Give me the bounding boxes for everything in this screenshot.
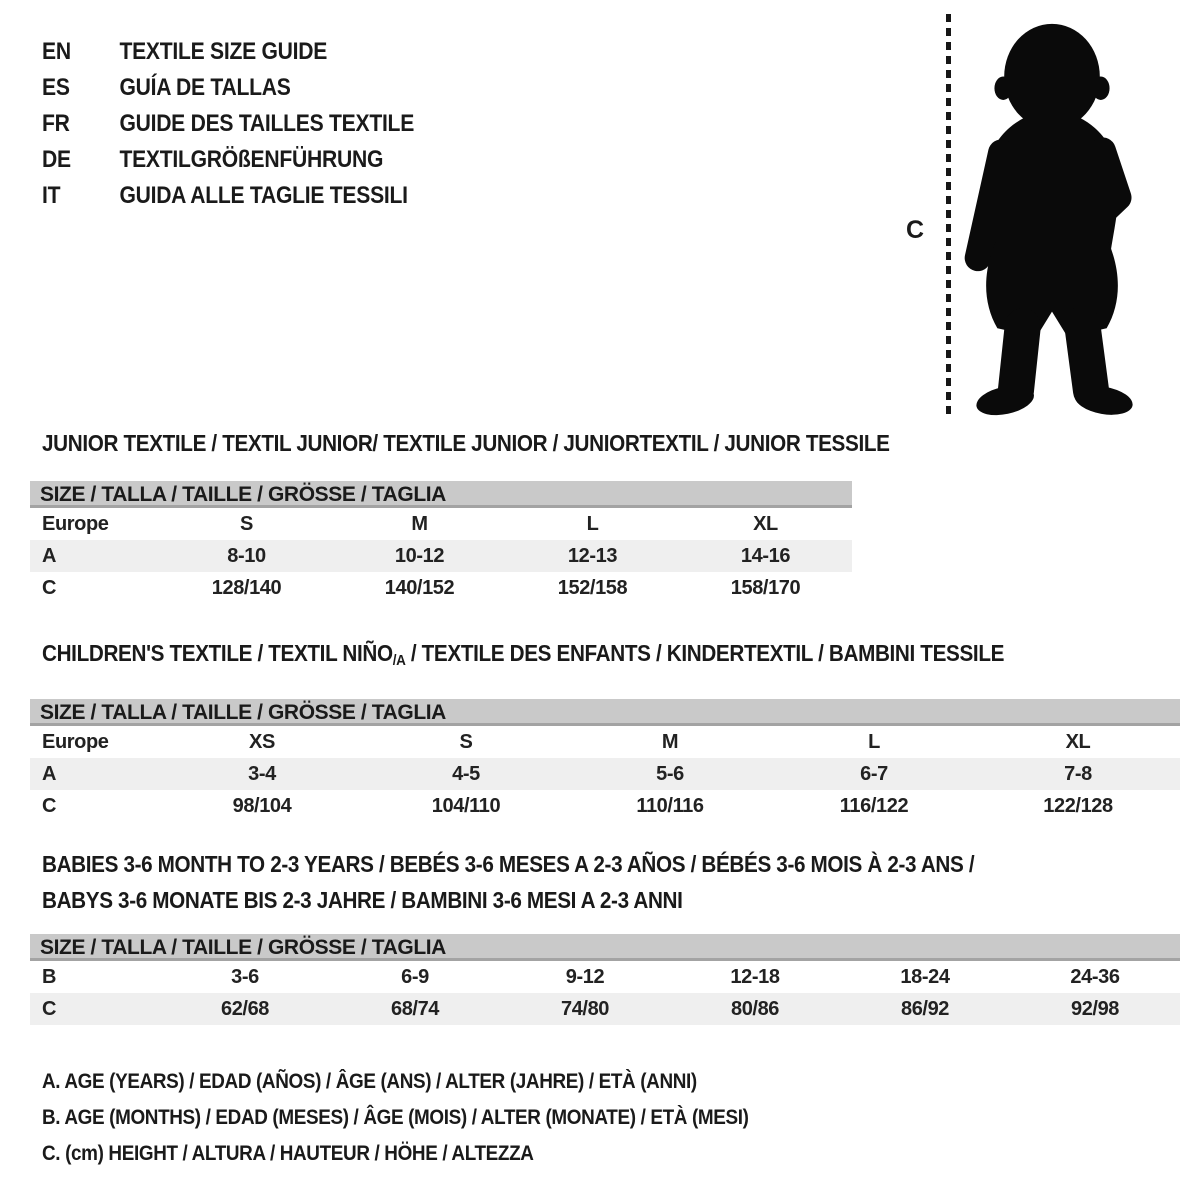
value-cell: XL (753, 512, 778, 535)
row-label-cell: C (42, 794, 57, 817)
language-row: IT GUIDA ALLE TAGLIE TESSILI (42, 178, 414, 214)
value-cell: 80/86 (730, 997, 780, 1020)
value-cell: 68/74 (390, 997, 440, 1020)
value-cell: XS (249, 730, 275, 753)
language-title: GUIDA ALLE TAGLIE TESSILI (119, 182, 408, 209)
legend-line-b: B. AGE (MONTHS) / EDAD (MESES) / ÂGE (MO… (42, 1106, 749, 1129)
row-label-cell: Europe (42, 730, 109, 753)
value-cell: 86/92 (900, 997, 950, 1020)
language-row: DE TEXTILGRÖßENFÜHRUNG (42, 142, 414, 178)
value-cell: 104/110 (431, 794, 501, 817)
language-row: ES GUÍA DE TALLAS (42, 70, 414, 106)
row-label-cell: C (42, 576, 57, 599)
table-row: A 3-4 4-5 5-6 6-7 7-8 (30, 758, 1180, 790)
language-row: FR GUIDE DES TAILLES TEXTILE (42, 106, 414, 142)
value-cell: 12-18 (730, 965, 780, 988)
language-code: EN (42, 38, 71, 65)
value-cell: 10-12 (394, 544, 445, 567)
junior-section-title: JUNIOR TEXTILE / TEXTIL JUNIOR/ TEXTILE … (42, 430, 890, 456)
language-code: IT (42, 182, 61, 209)
babies-section-title-line1: BABIES 3-6 MONTH TO 2-3 YEARS / BEBÉS 3-… (42, 851, 975, 877)
language-code: ES (42, 74, 70, 101)
language-row: EN TEXTILE SIZE GUIDE (42, 34, 414, 70)
table-row: Europe XS S M L XL (30, 726, 1180, 758)
junior-size-table: Europe S M L XL A 8-10 10-12 12-13 14-16 C 128/140 1… (30, 508, 852, 604)
row-label-cell: A (42, 762, 57, 785)
value-cell: M (411, 512, 428, 535)
language-title: GUIDE DES TAILLES TEXTILE (119, 110, 415, 137)
language-title: GUÍA DE TALLAS (119, 74, 291, 101)
value-cell: 152/158 (557, 576, 628, 599)
children-section-title: CHILDREN'S TEXTILE / TEXTIL NIÑO/A / TEX… (42, 640, 1066, 674)
height-measure-dashed-line (946, 14, 951, 416)
toddler-silhouette-icon (964, 23, 1133, 416)
language-title: TEXTILE SIZE GUIDE (119, 38, 328, 65)
table-row: C 62/68 68/74 74/80 80/86 86/92 92/98 (30, 993, 1180, 1025)
value-cell: S (459, 730, 473, 753)
value-cell: 8-10 (227, 544, 266, 567)
children-size-table: Europe XS S M L XL A 3-4 4-5 5-6 6-7 7-8 C 98/104 104/… (30, 726, 1180, 822)
babies-textile-section: BABIES 3-6 MONTH TO 2-3 YEARS / BEBÉS 3-… (30, 846, 1180, 1025)
children-textile-section: CHILDREN'S TEXTILE / TEXTIL NIÑO/A / TEX… (30, 640, 1180, 822)
table-row: C 128/140 140/152 152/158 158/170 (30, 572, 852, 604)
value-cell: 5-6 (656, 762, 684, 785)
value-cell: 6-7 (860, 762, 888, 785)
value-cell: 9-12 (565, 965, 605, 988)
babies-size-header-bar: SIZE / TALLA / TAILLE / GRÖSSE / TAGLIA (30, 934, 1180, 961)
value-cell: 110/116 (636, 794, 704, 817)
row-label-cell: B (42, 965, 57, 988)
value-cell: L (586, 512, 599, 535)
value-cell: 122/128 (1043, 794, 1113, 817)
value-cell: 12-13 (567, 544, 618, 567)
children-title-text: / TEXTILE DES ENFANTS / KINDERTEXTIL / B… (405, 640, 1005, 666)
table-row: A 8-10 10-12 12-13 14-16 (30, 540, 852, 572)
row-label-cell: A (42, 544, 57, 567)
value-cell: 18-24 (900, 965, 950, 988)
legend-line-c: C. (cm) HEIGHT / ALTURA / HAUTEUR / HÖHE… (42, 1142, 534, 1165)
babies-size-table: B 3-6 6-9 9-12 12-18 18-24 24-36 C 62/68 68/74 74/… (30, 961, 1180, 1025)
junior-size-header-bar: SIZE / TALLA / TAILLE / GRÖSSE / TAGLIA (30, 481, 852, 508)
row-label-cell: C (42, 997, 57, 1020)
value-cell: 7-8 (1064, 762, 1092, 785)
babies-section-title-line2: BABYS 3-6 MONATE BIS 2-3 JAHRE / BAMBINI… (42, 887, 683, 913)
table-row: C 98/104 104/110 110/116 116/122 122/128 (30, 790, 1180, 822)
children-title-text: CHILDREN'S TEXTILE / TEXTIL NIÑO (42, 640, 393, 666)
value-cell: 98/104 (232, 794, 292, 817)
row-label-cell: Europe (42, 512, 109, 535)
height-measure-label: C (906, 216, 924, 244)
language-code: DE (42, 146, 71, 173)
value-cell: 3-6 (231, 965, 259, 988)
value-cell: L (868, 730, 880, 753)
value-cell: 14-16 (740, 544, 791, 567)
value-cell: 6-9 (401, 965, 429, 988)
legend-line-a: A. AGE (YEARS) / EDAD (AÑOS) / ÂGE (ANS)… (42, 1070, 697, 1093)
value-cell: 3-4 (248, 762, 276, 785)
value-cell: 92/98 (1070, 997, 1120, 1020)
value-cell: 4-5 (452, 762, 480, 785)
junior-textile-section: JUNIOR TEXTILE / TEXTIL JUNIOR/ TEXTILE … (30, 430, 890, 604)
table-row: B 3-6 6-9 9-12 12-18 18-24 24-36 (30, 961, 1180, 993)
measurement-legend: A. AGE (YEARS) / EDAD (AÑOS) / ÂGE (ANS)… (42, 1064, 749, 1172)
children-size-header-bar: SIZE / TALLA / TAILLE / GRÖSSE / TAGLIA (30, 699, 1180, 726)
value-cell: 24-36 (1070, 965, 1120, 988)
value-cell: 140/152 (384, 576, 455, 599)
language-title-list: EN TEXTILE SIZE GUIDE ES GUÍA DE TALLAS … (42, 34, 414, 214)
children-title-subscript: /A (392, 652, 406, 669)
value-cell: 116/122 (839, 794, 909, 817)
value-cell: XL (1065, 730, 1091, 753)
value-cell: 74/80 (560, 997, 610, 1020)
value-cell: 62/68 (220, 997, 270, 1020)
language-title: TEXTILGRÖßENFÜHRUNG (119, 146, 384, 173)
language-code: FR (42, 110, 70, 137)
value-cell: S (240, 512, 253, 535)
value-cell: 158/170 (730, 576, 801, 599)
value-cell: 128/140 (211, 576, 282, 599)
value-cell: M (661, 730, 679, 753)
table-row: Europe S M L XL (30, 508, 852, 540)
